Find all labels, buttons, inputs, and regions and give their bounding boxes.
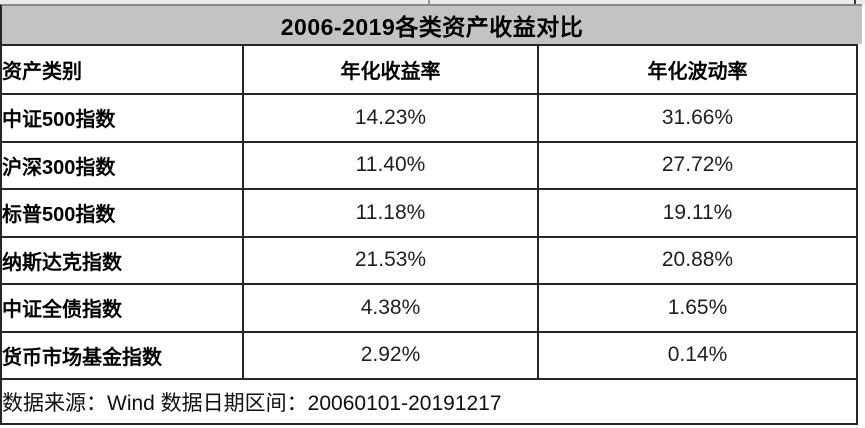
table-row: 货币市场基金指数 2.92% 0.14% <box>0 330 858 380</box>
sliver-right-border <box>854 0 856 4</box>
annual-return-cell: 21.53% <box>242 235 539 285</box>
annual-volatility-cell: 31.66% <box>537 93 858 143</box>
table-row: 纳斯达克指数 21.53% 20.88% <box>0 235 858 285</box>
annual-volatility-cell: 27.72% <box>537 140 858 190</box>
table-title: 2006-2019各类资产收益对比 <box>280 14 584 40</box>
source-row: 数据来源：Wind 数据日期区间：20060101-20191217 <box>0 378 858 425</box>
asset-name-cell: 中证500指数 <box>0 93 244 143</box>
annual-return-cell: 11.18% <box>242 188 539 238</box>
asset-name-cell: 沪深300指数 <box>0 140 244 190</box>
table-row: 沪深300指数 11.40% 27.72% <box>0 140 858 190</box>
annual-return-cell: 4.38% <box>242 283 539 333</box>
annual-volatility-cell: 19.11% <box>537 188 858 238</box>
asset-returns-table: 资产类别 年化收益率 年化波动率 中证500指数 14.23% 31.66% 沪… <box>0 44 858 425</box>
table-row: 中证500指数 14.23% 31.66% <box>0 93 858 143</box>
asset-name-cell: 中证全债指数 <box>0 283 244 333</box>
annual-return-cell: 11.40% <box>242 140 539 190</box>
column-header-asset-class: 资产类别 <box>0 44 244 95</box>
asset-name-cell: 货币市场基金指数 <box>0 330 244 380</box>
column-header-annual-return: 年化收益率 <box>242 44 539 95</box>
annual-return-cell: 14.23% <box>242 93 539 143</box>
cropped-row-sliver <box>0 0 865 4</box>
table-row: 标普500指数 11.18% 19.11% <box>0 188 858 238</box>
annual-return-cell: 2.92% <box>242 330 539 380</box>
table-title-bar: 2006-2019各类资产收益对比 <box>0 4 862 44</box>
data-source-note: 数据来源：Wind 数据日期区间：20060101-20191217 <box>0 378 858 425</box>
annual-volatility-cell: 0.14% <box>537 330 858 380</box>
annual-volatility-cell: 1.65% <box>537 283 858 333</box>
sliver-column-divider <box>428 0 430 4</box>
header-row: 资产类别 年化收益率 年化波动率 <box>0 44 858 95</box>
table-row: 中证全债指数 4.38% 1.65% <box>0 283 858 333</box>
annual-volatility-cell: 20.88% <box>537 235 858 285</box>
column-header-annual-volatility: 年化波动率 <box>537 44 858 95</box>
asset-name-cell: 纳斯达克指数 <box>0 235 244 285</box>
asset-name-cell: 标普500指数 <box>0 188 244 238</box>
